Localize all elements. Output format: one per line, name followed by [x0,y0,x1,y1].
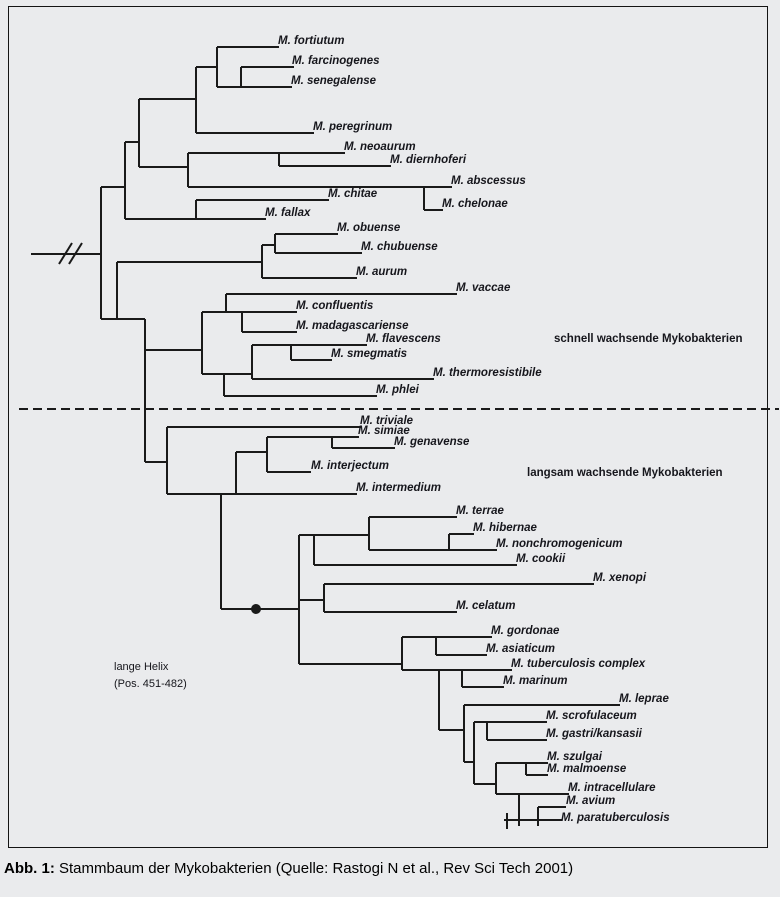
taxon-label-avium: M. avium [566,795,616,807]
taxon-label-cookii: M. cookii [516,553,566,565]
taxon-label-marinum: M. marinum [503,675,568,687]
internal-node-dot [251,604,261,614]
taxon-label-genavense: M. genavense [394,436,470,448]
taxon-label-vaccae: M. vaccae [456,282,511,294]
taxon-label-abscessus: M. abscessus [451,175,526,187]
taxon-label-tuberculosis-complex: M. tuberculosis complex [511,658,646,670]
long-helix-annotation-line2: (Pos. 451-482) [114,678,187,690]
taxon-label-intermedium: M. intermedium [356,482,441,494]
taxon-label-hibernae: M. hibernae [473,522,537,534]
taxon-label-fortiutum: M. fortiutum [278,35,345,47]
taxon-label-asiaticum: M. asiaticum [486,643,556,655]
taxon-label-chubuense: M. chubuense [361,241,438,253]
figure-caption-text: Stammbaum der Mykobakterien (Quelle: Ras… [54,860,574,877]
branch-segment [68,242,83,265]
taxon-label-flavescens: M. flavescens [366,333,441,345]
taxon-label-chitae: M. chitae [328,188,378,200]
taxon-label-intracellulare: M. intracellulare [568,782,656,794]
fast-growers-group-label: schnell wachsende Mykobakterien [554,333,743,345]
taxon-label-chelonae: M. chelonae [442,198,508,210]
taxon-label-xenopi: M. xenopi [593,572,647,584]
branch-segment [58,242,73,265]
taxon-label-szulgai: M. szulgai [547,751,602,763]
taxon-label-obuense: M. obuense [337,222,401,234]
taxon-label-simiae: M. simiae [358,425,410,437]
taxon-label-paratuberculosis: M. paratuberculosis [561,812,670,824]
taxon-label-madagascariense: M. madagascariense [296,320,409,332]
taxon-label-interjectum: M. interjectum [311,460,389,472]
taxon-label-aurum: M. aurum [356,266,408,278]
taxon-label-phlei: M. phlei [376,384,419,396]
taxon-label-gordonae: M. gordonae [491,625,560,637]
taxon-label-fallax: M. fallax [265,207,311,219]
slow-growers-group-label: langsam wachsende Mykobakterien [527,467,723,479]
taxon-label-neoaurum: M. neoaurum [344,141,416,153]
figure-caption-prefix: Abb. 1: [4,860,55,877]
taxon-label-senegalense: M. senegalense [291,75,377,87]
taxon-label-confluentis: M. confluentis [296,300,374,312]
long-helix-annotation: lange Helix (Pos. 451-482) [114,659,187,693]
taxon-label-malmoense: M. malmoense [547,763,627,775]
taxon-label-triviale: M. triviale [360,415,414,427]
taxon-label-celatum: M. celatum [456,600,516,612]
taxon-label-terrae: M. terrae [456,505,504,517]
taxon-label-smegmatis: M. smegmatis [331,348,408,360]
long-helix-annotation-line1: lange Helix [114,661,169,673]
figure-border-box: M. fortiutum M. farcinogenes M. senegalens… [8,6,779,848]
phylogenetic-tree-svg [19,46,779,829]
taxon-label-thermoresistibile: M. thermoresistibile [433,367,542,379]
taxon-label-diernhoferi: M. diernhoferi [390,154,467,166]
taxon-label-gastri-kansasii: M. gastri/kansasii [546,728,642,740]
taxon-label-nonchromogenicum: M. nonchromogenicum [496,538,623,550]
taxon-label-scrofulaceum: M. scrofulaceum [546,710,637,722]
taxon-label-leprae: M. leprae [619,693,669,705]
taxon-label-peregrinum: M. peregrinum [313,121,393,133]
figure-caption: Abb. 1: Stammbaum der Mykobakterien (Que… [4,860,573,877]
taxon-label-farcinogenes: M. farcinogenes [292,55,380,67]
